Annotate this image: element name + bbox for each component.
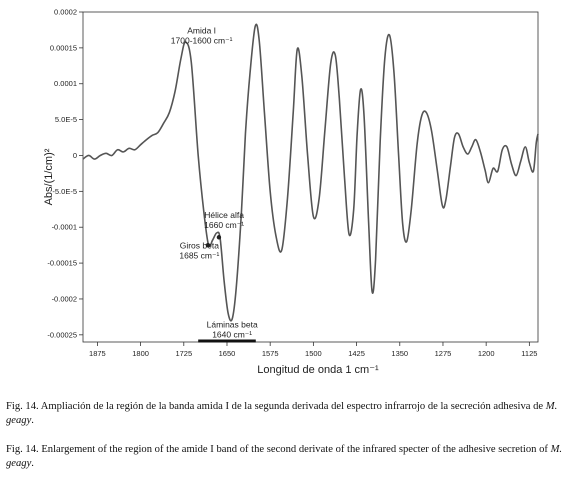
annotation-line: Giros beta — [180, 241, 219, 251]
annotation-label: Giros beta 1685 cm⁻¹ — [179, 241, 219, 261]
x-tick-label: 1125 — [521, 349, 537, 358]
figure-caption-english: Fig. 14. Enlargement of the region of th… — [6, 443, 574, 471]
y-tick-label: -5.0E-5 — [52, 187, 77, 196]
y-tick-label: 0.00015 — [50, 43, 77, 52]
x-tick-label: 1725 — [175, 349, 192, 358]
y-tick-label: 0.0002 — [54, 8, 77, 17]
spectrum-line — [82, 23, 539, 322]
x-tick-label: 1800 — [132, 349, 149, 358]
x-tick-label: 1500 — [305, 349, 322, 358]
plot-frame — [82, 11, 539, 343]
figure-caption-spanish: Fig. 14. Ampliación de la región de la b… — [6, 400, 574, 428]
caption-es-species: M. geagy — [6, 401, 558, 426]
x-tick-label: 1275 — [435, 349, 452, 358]
y-axis-ticks: 0.0002 0.00015 0.0001 5.0E-5 0 -5.0E-5 -0.0001… — [47, 8, 83, 339]
annotation-line: 1700-1600 cm⁻¹ — [171, 36, 233, 46]
x-axis-ticks: 1875 1800 1725 1650 1575 1500 1425 1350 1275 1200… — [89, 342, 537, 358]
y-tick-label: 0 — [73, 151, 77, 160]
annotation-line: Hélice alfa — [204, 210, 244, 220]
annotation-label: Hélice alfa 1660 cm⁻¹ — [204, 210, 244, 230]
x-tick-label: 1650 — [219, 349, 236, 358]
x-tick-label: 1350 — [391, 349, 408, 358]
y-tick-label: -0.0001 — [52, 223, 77, 232]
annotations: Amida I 1700-1600 cm⁻¹ Hélice alfa 1660 cm⁻… — [171, 26, 258, 340]
x-tick-label: 1200 — [478, 349, 495, 358]
y-axis-title: Abs/(1/cm)² — [43, 148, 55, 205]
peak-marker — [205, 242, 211, 248]
caption-es-text: Fig. 14. Ampliación de la región de la b… — [6, 401, 546, 412]
caption-en-species: M. geagy — [6, 444, 563, 469]
annotation-line: 1660 cm⁻¹ — [204, 220, 244, 230]
spectrum-chart: 0.0002 0.00015 0.0001 5.0E-5 0 -5.0E-5 -0.0001… — [43, 8, 539, 376]
x-tick-label: 1425 — [348, 349, 365, 358]
annotation-label: Láminas beta 1640 cm⁻¹ — [207, 320, 258, 340]
chart-svg: 0.0002 0.00015 0.0001 5.0E-5 0 -5.0E-5 -0.0001… — [43, 8, 539, 376]
y-tick-label: 0.0001 — [54, 79, 77, 88]
caption-es-end: . — [31, 415, 34, 426]
annotation-line: Láminas beta — [207, 320, 258, 330]
caption-en-text: Fig. 14. Enlargement of the region of th… — [6, 444, 551, 455]
y-tick-label: -0.00015 — [47, 259, 77, 268]
annotation-label: Amida I 1700-1600 cm⁻¹ — [171, 26, 233, 46]
x-tick-label: 1875 — [89, 349, 106, 358]
peak-marker — [216, 235, 222, 240]
y-tick-label: 5.0E-5 — [55, 115, 77, 124]
x-tick-label: 1575 — [262, 349, 279, 358]
x-axis-title: Longitud de onda 1 cm⁻¹ — [257, 364, 379, 376]
caption-en-end: . — [31, 458, 34, 469]
y-tick-label: -0.00025 — [47, 330, 77, 339]
y-tick-label: -0.0002 — [52, 294, 77, 303]
annotation-line: 1685 cm⁻¹ — [179, 251, 219, 261]
peak-markers — [205, 235, 222, 248]
annotation-line: 1640 cm⁻¹ — [212, 330, 252, 340]
annotation-line: Amida I — [187, 26, 216, 36]
